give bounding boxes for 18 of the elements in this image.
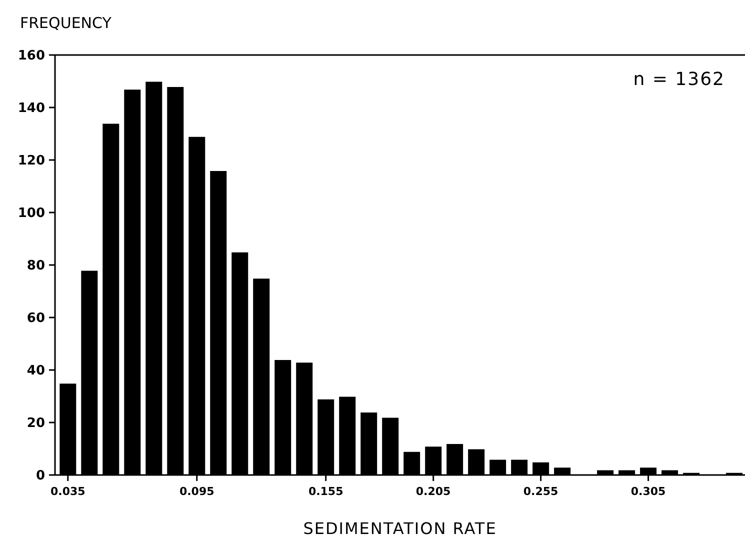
y-tick-label: 120 — [18, 154, 45, 169]
x-tick-label: 0.155 — [308, 485, 344, 498]
x-tick-label: 0.095 — [179, 485, 214, 498]
y-tick-label: 160 — [18, 48, 45, 64]
y-tick-label: 20 — [26, 416, 45, 432]
y-axis-title: FREQUENCY — [20, 14, 112, 32]
y-tick-label: 140 — [18, 101, 45, 116]
x-tick-label: 0.255 — [523, 485, 558, 498]
y-tick-label: 0 — [36, 468, 45, 484]
x-axis-title: SEDIMENTATION RATE — [303, 519, 497, 538]
x-tick-label: 0.205 — [416, 485, 451, 498]
y-tick-label: 100 — [18, 206, 45, 222]
y-tick-label: 80 — [26, 258, 45, 274]
x-tick-label: 0.035 — [50, 485, 86, 498]
y-tick-label: 60 — [26, 311, 45, 326]
y-tick-label: 40 — [26, 364, 45, 379]
x-tick-label: 0.305 — [630, 485, 666, 498]
annotation: n = 1362 — [633, 69, 725, 90]
